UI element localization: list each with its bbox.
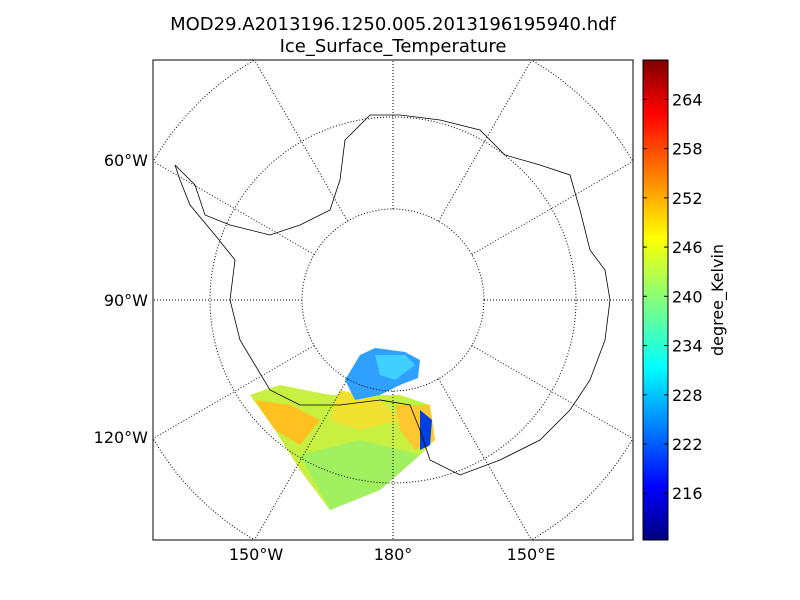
- colorbar-label: degree_Kelvin: [708, 244, 728, 356]
- parallel: [209, 116, 577, 484]
- meridian: [438, 378, 533, 540]
- colorbar-tick-label: 246: [672, 238, 703, 257]
- meridian: [253, 378, 348, 540]
- colorbar-tick-label: 222: [672, 435, 703, 454]
- meridian-label: 150°W: [229, 545, 284, 564]
- coastline: [174, 114, 611, 476]
- swath: [330, 390, 400, 430]
- meridian: [438, 60, 533, 222]
- meridian: [471, 160, 633, 255]
- map-frame: [152, 59, 634, 541]
- colorbar-tick-label: 240: [672, 287, 703, 306]
- swath: [300, 440, 420, 510]
- colorbar-tick-label: 252: [672, 189, 703, 208]
- colorbar-tick-label: 258: [672, 140, 703, 159]
- swath: [375, 355, 415, 380]
- meridian: [471, 345, 633, 440]
- meridian: [153, 345, 315, 440]
- colorbar-tick-label: 228: [672, 386, 703, 405]
- title-line: Ice_Surface_Temperature: [280, 36, 507, 57]
- meridian-label: 90°W: [104, 291, 148, 310]
- colorbar: [642, 59, 669, 541]
- colorbar-tick-label: 264: [672, 90, 703, 109]
- colorbar-tick-label: 216: [672, 484, 703, 503]
- swath: [255, 400, 320, 445]
- title-line: MOD29.A2013196.1250.005.2013196195940.hd…: [170, 14, 616, 35]
- meridian-label: 180°: [374, 545, 413, 564]
- colorbar-tick-label: 234: [672, 337, 703, 356]
- meridian-label: 120°W: [94, 428, 149, 447]
- meridian-label: 60°W: [104, 151, 148, 170]
- meridian-label: 150°E: [507, 545, 556, 564]
- meridian: [253, 60, 348, 222]
- meridian: [153, 160, 315, 255]
